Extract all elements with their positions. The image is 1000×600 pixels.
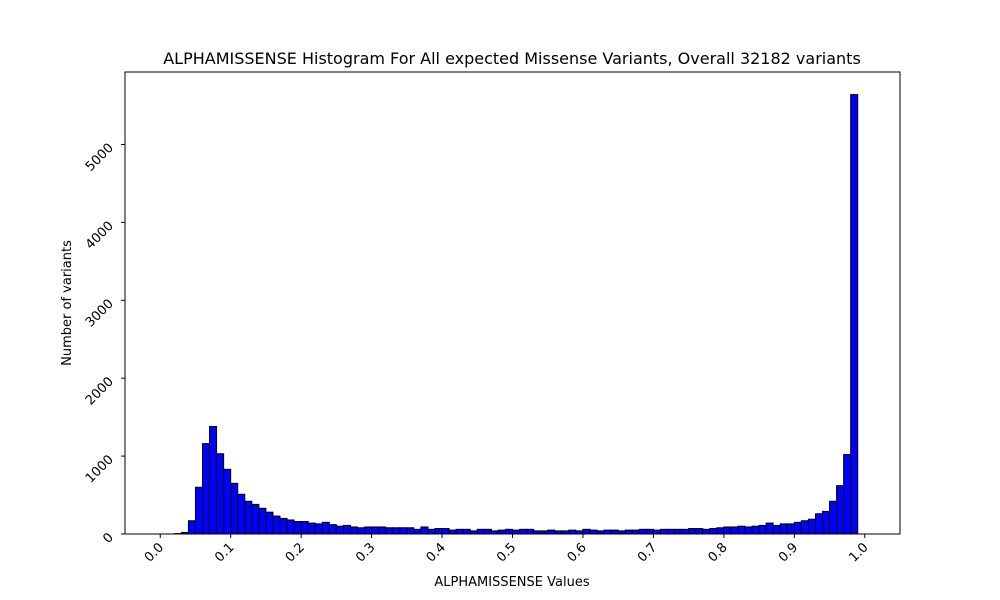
histogram-bar [392, 527, 401, 535]
histogram-bar [448, 529, 457, 535]
histogram-bar [251, 503, 260, 535]
histogram-bar [779, 523, 788, 535]
histogram-bar [807, 518, 816, 535]
histogram-bar [659, 528, 668, 535]
histogram-bar [730, 526, 739, 535]
histogram-bar [765, 522, 774, 535]
histogram-bar [265, 511, 274, 535]
histogram-bar [723, 526, 732, 535]
histogram-bar [483, 528, 492, 535]
histogram-bar [371, 526, 380, 535]
histogram-bar [519, 528, 528, 535]
histogram-bar [223, 468, 232, 535]
histogram-bar [420, 526, 429, 535]
histogram-bar [399, 527, 408, 535]
histogram-bar [638, 528, 647, 535]
histogram-bar [441, 528, 450, 535]
histogram-bar [695, 528, 704, 535]
histogram-bar [800, 520, 809, 535]
histogram-bar [624, 529, 633, 535]
histogram-bar [603, 529, 612, 535]
histogram-bar [667, 528, 676, 535]
histogram-bar [314, 523, 323, 535]
histogram-bar [258, 507, 267, 535]
histogram-bar [758, 524, 767, 535]
histogram-bar [822, 510, 831, 535]
histogram-bar [209, 425, 218, 535]
histogram-bar [568, 529, 577, 535]
histogram-bar [737, 525, 746, 535]
histogram-bar [836, 485, 845, 535]
x-axis-label: ALPHAMISSENSE Values [434, 575, 589, 590]
histogram-bar [230, 482, 239, 535]
histogram-bar [462, 528, 471, 535]
histogram-bar [427, 528, 436, 535]
histogram-bar [793, 521, 802, 535]
histogram-bar [328, 524, 337, 535]
histogram-bar [187, 520, 196, 535]
histogram-bar [349, 526, 359, 535]
histogram-bar [237, 493, 246, 535]
histogram-bar [744, 526, 753, 535]
chart-title: ALPHAMISSENSE Histogram For All expected… [163, 49, 861, 68]
histogram-bar [293, 521, 302, 535]
histogram-bar [631, 529, 640, 535]
y-axis-label: Number of variants [60, 240, 75, 366]
histogram-bar [300, 521, 309, 535]
histogram-bar [216, 453, 225, 535]
histogram-bar [194, 486, 203, 535]
histogram-bar [279, 517, 288, 535]
histogram-bar [357, 527, 366, 535]
histogram-bar [272, 515, 281, 535]
histogram-bar [786, 523, 795, 535]
histogram-bar [829, 500, 838, 535]
histogram-bar [751, 525, 760, 535]
histogram-bar [364, 526, 373, 535]
histogram-bar [434, 528, 443, 535]
histogram-bar [772, 524, 781, 535]
histogram-bar [378, 526, 387, 535]
histogram-bar [476, 528, 485, 535]
histogram-bar [526, 528, 535, 535]
histogram-bar [244, 500, 253, 535]
histogram-bar [202, 443, 211, 535]
histogram-bar [582, 528, 591, 535]
histogram-bar [455, 528, 464, 535]
histogram-bar [589, 529, 598, 535]
histogram-bar [688, 528, 697, 535]
histogram-bar [850, 94, 859, 535]
histogram-bar [709, 528, 718, 535]
histogram-bar [843, 454, 852, 535]
histogram-bar [335, 525, 344, 535]
histogram-bar [547, 529, 556, 535]
histogram-bar [674, 528, 683, 535]
histogram-bar [385, 527, 394, 535]
histogram-bar [512, 529, 521, 535]
histogram-bar [307, 522, 316, 535]
histogram-bar [610, 529, 619, 535]
histogram-bar [286, 519, 295, 535]
histogram-bar [406, 527, 415, 535]
histogram-bar [814, 513, 823, 535]
histogram-bar [652, 529, 661, 535]
histogram-bar [497, 529, 506, 535]
histogram-bar [716, 527, 725, 535]
histogram-bar [504, 528, 514, 535]
histogram-bar [681, 528, 690, 535]
histogram-bar [321, 521, 330, 535]
histogram-bar [645, 528, 654, 535]
histogram-bar [702, 528, 711, 535]
histogram-bar [342, 524, 351, 535]
histogram-bar [413, 528, 422, 535]
